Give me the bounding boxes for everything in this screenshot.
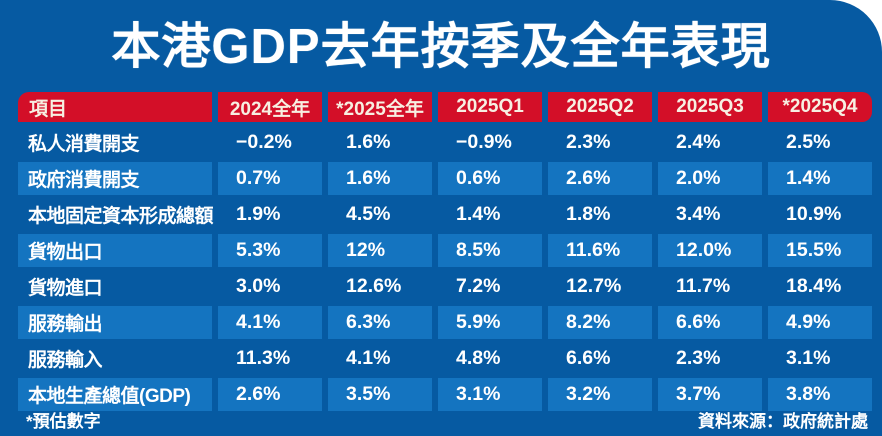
row-label: 服務輸出 xyxy=(18,306,212,339)
value-cell: 1.9% xyxy=(236,203,281,225)
value-cell: 8.2% xyxy=(548,306,652,339)
gdp-table: 項目 2024全年 *2025全年 2025Q1 2025Q2 2025Q3 *2025Q4… xyxy=(18,92,872,414)
data-source: 資料來源：政府統計處 xyxy=(698,411,868,431)
page-title: 本港GDP去年按季及全年表現 xyxy=(111,19,771,74)
value-cell: 12.0% xyxy=(658,234,762,267)
value-cell: 12.7% xyxy=(566,275,622,297)
value-cell: 1.6% xyxy=(346,131,391,153)
value-cell: 11.3% xyxy=(236,347,291,369)
value-cell: 3.8% xyxy=(768,378,872,411)
value-cell: 1.4% xyxy=(456,203,501,225)
value-cell: 7.2% xyxy=(456,275,501,297)
column-header: 項目 xyxy=(18,92,212,122)
footer: *預估數字 資料來源：政府統計處 xyxy=(0,407,882,431)
value-cell: 3.1% xyxy=(438,378,542,411)
column-header: *2025Q4 xyxy=(768,92,872,122)
table-row: 私人消費開支 −0.2% 1.6% −0.9% 2.3% 2.4% 2.5% xyxy=(18,126,872,159)
value-cell: −0.9% xyxy=(456,131,512,153)
value-cell: 4.1% xyxy=(346,347,391,369)
value-cell: 3.2% xyxy=(548,378,652,411)
row-label: 本地固定資本形成總額 xyxy=(28,206,214,227)
value-cell: 1.8% xyxy=(566,203,611,225)
value-cell: 12% xyxy=(328,234,432,267)
value-cell: 2.3% xyxy=(676,347,721,369)
column-header: *2025全年 xyxy=(328,92,432,122)
column-header: 2024全年 xyxy=(218,92,322,122)
column-header: 2025Q3 xyxy=(658,92,762,122)
table-row: 政府消費開支 0.7% 1.6% 0.6% 2.6% 2.0% 1.4% xyxy=(18,162,872,195)
value-cell: 15.5% xyxy=(768,234,872,267)
title-bar: 本港GDP去年按季及全年表現 xyxy=(0,0,882,90)
table-row: 本地生產總值(GDP) 2.6% 3.5% 3.1% 3.2% 3.7% 3.8% xyxy=(18,378,872,411)
value-cell: 18.4% xyxy=(786,275,842,297)
table-row: 本地固定資本形成總額 1.9% 4.5% 1.4% 1.8% 3.4% 10.9% xyxy=(18,198,872,231)
value-cell: 1.6% xyxy=(328,162,432,195)
row-label: 貨物進口 xyxy=(28,278,103,299)
row-label: 貨物出口 xyxy=(18,234,212,267)
value-cell: 3.7% xyxy=(658,378,762,411)
value-cell: 2.6% xyxy=(548,162,652,195)
row-label: 本地生產總值(GDP) xyxy=(18,378,212,411)
value-cell: 0.7% xyxy=(218,162,322,195)
value-cell: 12.6% xyxy=(346,275,402,297)
table-row: 貨物出口 5.3% 12% 8.5% 11.6% 12.0% 15.5% xyxy=(18,234,872,267)
value-cell: 8.5% xyxy=(438,234,542,267)
column-header: 2025Q2 xyxy=(548,92,652,122)
value-cell: 6.3% xyxy=(328,306,432,339)
value-cell: 6.6% xyxy=(566,347,611,369)
value-cell: −0.2% xyxy=(236,131,292,153)
value-cell: 6.6% xyxy=(658,306,762,339)
column-header: 2025Q1 xyxy=(438,92,542,122)
value-cell: 2.4% xyxy=(676,131,721,153)
value-cell: 11.6% xyxy=(548,234,652,267)
value-cell: 2.5% xyxy=(786,131,831,153)
value-cell: 11.7% xyxy=(676,275,731,297)
value-cell: 4.8% xyxy=(456,347,501,369)
value-cell: 4.1% xyxy=(218,306,322,339)
row-label: 服務輸入 xyxy=(28,350,103,371)
value-cell: 10.9% xyxy=(786,203,842,225)
value-cell: 3.1% xyxy=(786,347,831,369)
value-cell: 0.6% xyxy=(438,162,542,195)
value-cell: 3.4% xyxy=(676,203,721,225)
footnote-estimate: *預估數字 xyxy=(26,411,101,431)
value-cell: 3.5% xyxy=(328,378,432,411)
value-cell: 2.6% xyxy=(218,378,322,411)
table-row: 服務輸入 11.3% 4.1% 4.8% 6.6% 2.3% 3.1% xyxy=(18,342,872,375)
table-header-row: 項目 2024全年 *2025全年 2025Q1 2025Q2 2025Q3 *2025Q4 xyxy=(18,92,872,122)
value-cell: 5.9% xyxy=(438,306,542,339)
value-cell: 4.5% xyxy=(346,203,391,225)
table-row: 貨物進口 3.0% 12.6% 7.2% 12.7% 11.7% 18.4% xyxy=(18,270,872,303)
value-cell: 4.9% xyxy=(768,306,872,339)
value-cell: 2.0% xyxy=(658,162,762,195)
value-cell: 3.0% xyxy=(236,275,281,297)
table-row: 服務輸出 4.1% 6.3% 5.9% 8.2% 6.6% 4.9% xyxy=(18,306,872,339)
row-label: 政府消費開支 xyxy=(18,162,212,195)
value-cell: 1.4% xyxy=(768,162,872,195)
value-cell: 5.3% xyxy=(218,234,322,267)
row-label: 私人消費開支 xyxy=(28,134,140,155)
value-cell: 2.3% xyxy=(566,131,611,153)
